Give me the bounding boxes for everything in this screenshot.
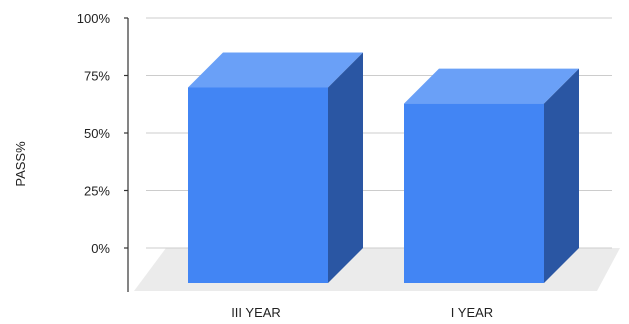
bar-front-face (404, 103, 544, 283)
bars (188, 52, 579, 283)
y-tick-label-75: 75% (84, 69, 110, 84)
y-tick-label-25: 25% (84, 184, 110, 199)
bar-i-year (404, 68, 579, 283)
bar-top-face (404, 68, 579, 104)
bar-front-face (188, 87, 328, 283)
y-axis: 0% 25% 50% 75% 100% (77, 11, 129, 292)
x-category-label: I YEAR (451, 305, 493, 320)
y-tick-label-100: 100% (77, 11, 111, 26)
bar-side-face (328, 52, 363, 283)
y-axis-label: PASS% (13, 141, 28, 187)
y-tick-label-50: 50% (84, 126, 110, 141)
bar-top-face (188, 52, 363, 88)
category-labels: III YEAR I YEAR (231, 305, 493, 320)
bar-side-face (544, 68, 579, 283)
y-tick-label-0: 0% (91, 241, 110, 256)
x-category-label: III YEAR (231, 305, 281, 320)
bar-iii-year (188, 52, 363, 283)
